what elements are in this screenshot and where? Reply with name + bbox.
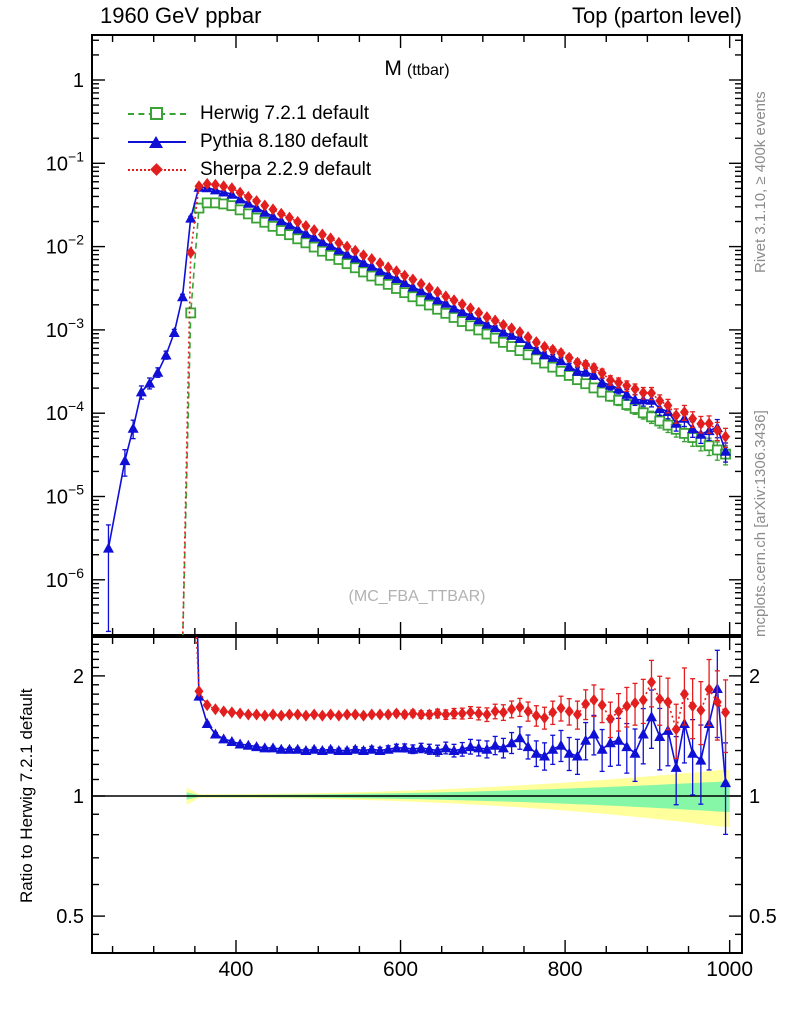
beam-title: 1960 GeV ppbar	[100, 3, 262, 28]
plot-title-sub: (ttbar)	[406, 62, 450, 79]
legend-item-pythia: Pythia 8.180 default	[128, 131, 371, 159]
ratio-tick-label-left: 0.5	[56, 906, 84, 928]
plot-title-main: M	[384, 57, 402, 80]
y-tick-label: 10−2	[46, 232, 84, 259]
legend: Herwig 7.2.1 default Pythia 8.180 defaul…	[128, 103, 371, 187]
ratio-axis-label: Ratio to Herwig 7.2.1 default	[17, 688, 36, 903]
uncertainty-band	[186, 769, 730, 828]
plot-title: M (ttbar)	[92, 57, 742, 81]
herwig-series-main	[182, 197, 731, 635]
x-tick-label: 1000	[706, 958, 753, 981]
legend-label-sherpa: Sherpa 2.2.9 default	[200, 159, 372, 180]
analysis-title: Top (parton level)	[572, 3, 742, 28]
ratio-tick-label-right: 0.5	[749, 906, 777, 928]
triangle-marker-icon	[149, 136, 163, 148]
rivet-version-label: Rivet 3.1.10, ≥ 400k events	[752, 91, 769, 273]
axis-tick-labels: 400 600 800 1000 1 10−1 10−2 10−3 10−4 10−5 10−6 2 2…	[46, 70, 777, 981]
sherpa-line-sample	[128, 159, 186, 181]
panel-frames	[91, 34, 743, 954]
y-tick-label: 10−3	[46, 315, 84, 342]
legend-label-herwig: Herwig 7.2.1 default	[200, 103, 369, 124]
ratio-tick-label-left: 1	[73, 786, 84, 808]
herwig-line-sample	[128, 103, 186, 125]
legend-item-herwig: Herwig 7.2.1 default	[128, 103, 371, 131]
sherpa-series-ratio	[194, 637, 731, 760]
y-tick-label: 1	[73, 70, 84, 92]
diamond-marker-icon	[150, 163, 163, 176]
sherpa-series-main	[181, 177, 731, 635]
ratio-tick-label-left: 2	[73, 666, 84, 688]
y-tick-label: 10−5	[46, 482, 84, 509]
mcplots-credit-label: mcplots.cern.ch [arXiv:1306.3436]	[752, 410, 769, 637]
y-tick-label: 10−4	[46, 398, 84, 425]
ratio-tick-label-right: 1	[749, 786, 760, 808]
y-tick-label: 10−6	[46, 565, 84, 592]
pythia-series-main	[102, 181, 732, 633]
ratio-tick-label-right: 2	[749, 666, 760, 688]
x-tick-label: 600	[383, 958, 418, 981]
pythia-series-ratio	[193, 637, 732, 836]
pythia-line-sample	[128, 131, 186, 153]
y-tick-label: 10−1	[46, 148, 84, 175]
x-tick-label: 800	[548, 958, 583, 981]
legend-label-pythia: Pythia 8.180 default	[200, 131, 368, 152]
legend-item-sherpa: Sherpa 2.2.9 default	[128, 159, 371, 187]
open-square-marker-icon	[150, 107, 163, 120]
analysis-watermark: (MC_FBA_TTBAR)	[348, 588, 486, 605]
x-tick-label: 400	[218, 958, 253, 981]
